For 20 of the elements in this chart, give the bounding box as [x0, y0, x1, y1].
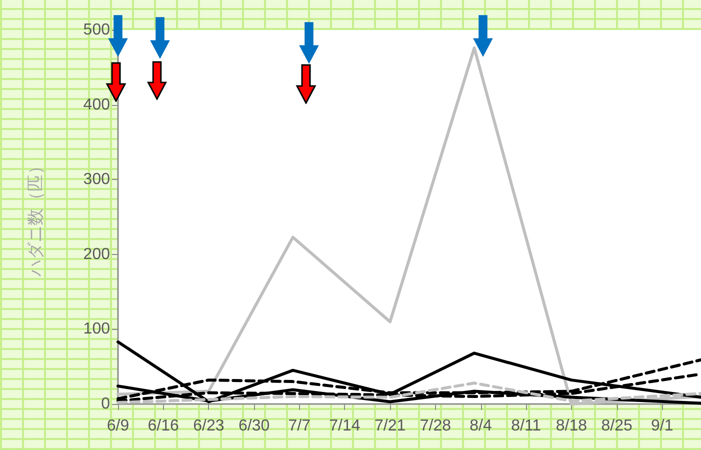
x-tick-label: 7/14 — [329, 418, 360, 434]
y-tick-label: 500 — [83, 22, 110, 38]
x-tick-label: 7/7 — [288, 418, 311, 434]
y-tick-label: 400 — [83, 96, 110, 114]
x-tick-label: 8/4 — [470, 418, 492, 434]
x-tick-label: 8/18 — [556, 418, 588, 434]
x-tick-label: 6/16 — [148, 418, 180, 434]
y-tick-label: 100 — [83, 320, 110, 338]
x-tick-label: 7/21 — [374, 418, 406, 434]
y-tick-label: 0 — [101, 396, 110, 412]
x-tick-label: 8/11 — [511, 418, 542, 434]
x-tick-label: 6/23 — [193, 418, 224, 434]
y-tick-label: 200 — [83, 246, 110, 263]
x-tick-label: 8/25 — [601, 418, 632, 434]
x-tick-label: 7/28 — [420, 418, 452, 434]
x-tick-label: 9/1 — [651, 418, 674, 434]
x-tick-label: 6/9 — [106, 418, 130, 434]
y-axis-title: ハダニ数（匹） — [26, 158, 45, 278]
y-tick-label: 300 — [83, 171, 110, 188]
x-tick-label: 6/30 — [238, 418, 270, 434]
